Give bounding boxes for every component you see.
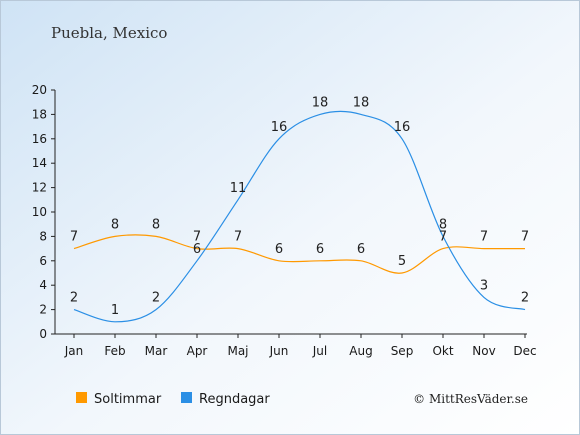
data-label-soltimmar: 7: [439, 230, 447, 245]
y-tick-label: 0: [39, 327, 47, 341]
y-tick-label: 2: [39, 303, 47, 317]
x-tick-label: Jan: [64, 344, 84, 358]
y-tick-label: 4: [39, 278, 47, 292]
data-label-soltimmar: 8: [111, 217, 119, 232]
data-label-soltimmar: 7: [521, 230, 529, 245]
y-tick-label: 12: [32, 181, 47, 195]
data-label-soltimmar: 7: [234, 230, 242, 245]
y-tick-label: 18: [32, 107, 47, 121]
data-label-regndagar: 6: [193, 242, 201, 257]
data-label-soltimmar: 7: [70, 230, 78, 245]
series-lines: [73, 110, 526, 323]
data-label-regndagar: 2: [70, 291, 78, 306]
data-label-soltimmar: 6: [275, 242, 283, 257]
data-label-soltimmar: 8: [152, 217, 160, 232]
x-tick-label: Dec: [513, 344, 536, 358]
y-tick-label: 8: [39, 229, 47, 243]
y-tick-label: 14: [32, 156, 47, 170]
legend-label-regndagar: Regndagar: [199, 392, 270, 407]
x-tick-label: Jul: [312, 344, 327, 358]
data-label-soltimmar: 6: [357, 242, 365, 257]
data-label-regndagar: 3: [480, 278, 488, 293]
data-label-soltimmar: 7: [193, 230, 201, 245]
legend-label-soltimmar: Soltimmar: [94, 392, 162, 407]
data-label-regndagar: 2: [521, 291, 529, 306]
data-label-regndagar: 16: [271, 120, 288, 135]
data-label-soltimmar: 5: [398, 254, 406, 269]
y-tick-label: 10: [32, 205, 47, 219]
legend: Soltimmar Regndagar: [76, 392, 270, 407]
data-label-soltimmar: 6: [316, 242, 324, 257]
y-axis-ticks: 0 2 4 6 8 10 12 14 16 18 20: [32, 83, 55, 341]
legend-swatch-regndagar: [181, 392, 192, 403]
series-line-regndagar: [73, 110, 526, 323]
data-label-regndagar: 2: [152, 291, 160, 306]
data-label-regndagar: 11: [230, 181, 247, 196]
x-tick-label: Maj: [227, 344, 248, 358]
x-tick-label: Sep: [391, 344, 414, 358]
data-label-regndagar: 8: [439, 217, 447, 232]
y-tick-label: 20: [32, 83, 47, 97]
x-tick-label: Jun: [269, 344, 289, 358]
x-tick-label: Nov: [472, 344, 495, 358]
data-label-regndagar: 1: [111, 303, 119, 318]
x-axis-ticks: Jan Feb Mar Apr Maj Jun Jul Aug Sep Okt Nov Dec: [64, 334, 537, 358]
data-label-regndagar: 18: [312, 95, 329, 110]
series-line-soltimmar: [73, 234, 525, 274]
data-label-soltimmar: 7: [480, 230, 488, 245]
copyright-text: © MittResVäder.se: [413, 392, 528, 406]
x-tick-label: Aug: [349, 344, 372, 358]
x-tick-label: Feb: [104, 344, 125, 358]
data-label-regndagar: 18: [353, 95, 370, 110]
x-tick-label: Mar: [145, 344, 168, 358]
x-tick-label: Apr: [187, 344, 208, 358]
legend-swatch-soltimmar: [76, 392, 87, 403]
data-label-regndagar: 16: [394, 120, 411, 135]
y-tick-label: 6: [39, 254, 47, 268]
y-tick-label: 16: [32, 132, 47, 146]
chart-title: Puebla, Mexico: [51, 24, 167, 42]
x-tick-label: Okt: [432, 344, 453, 358]
